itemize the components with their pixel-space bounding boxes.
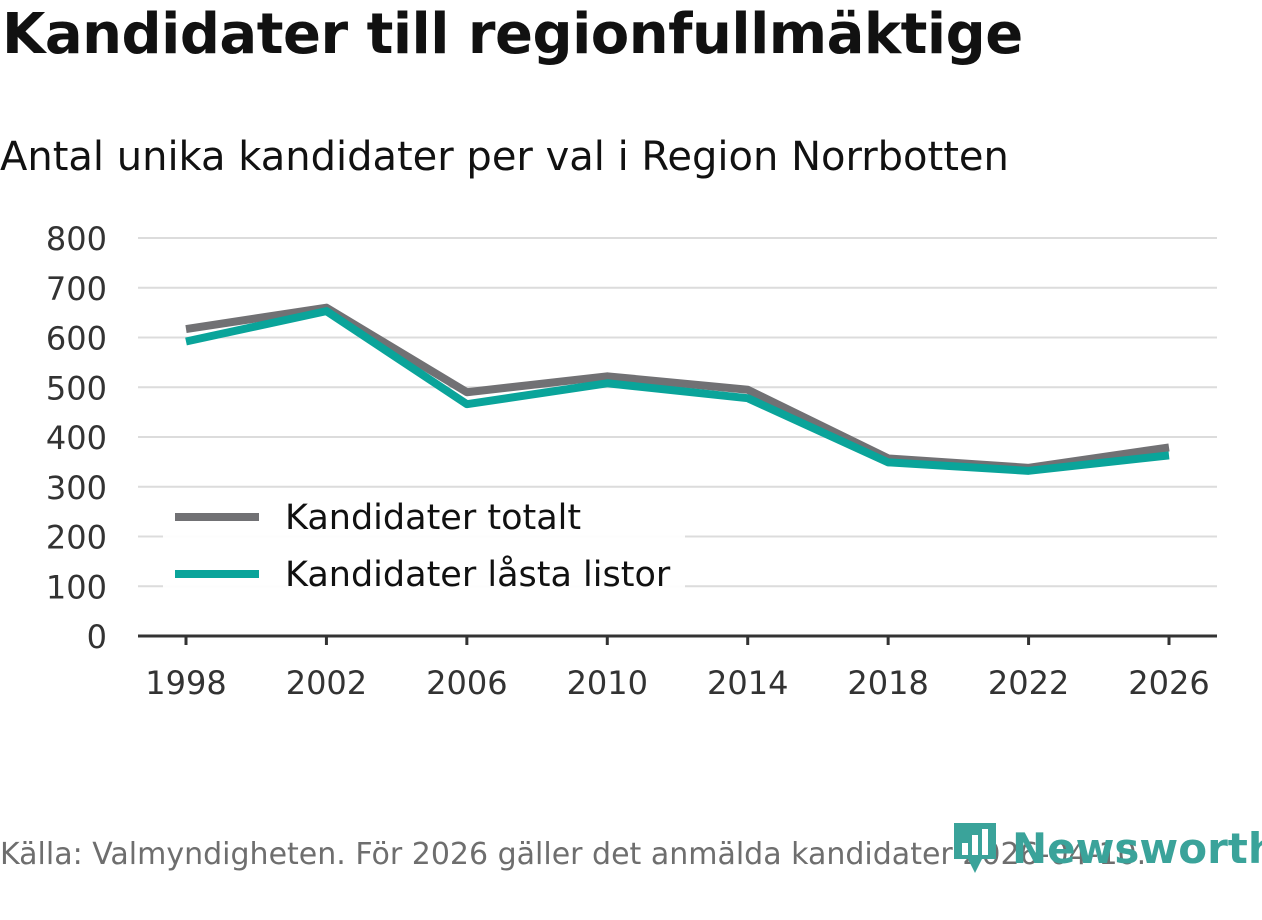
y-tick-label: 400 xyxy=(46,419,107,457)
legend-label: Kandidater totalt xyxy=(285,498,581,538)
y-tick-label: 600 xyxy=(46,320,107,358)
y-tick-label: 300 xyxy=(46,469,107,507)
x-tick-label: 2002 xyxy=(286,664,367,702)
x-tick-label: 2018 xyxy=(847,664,928,702)
y-tick-label: 100 xyxy=(46,568,107,606)
newsworthy-logo-icon xyxy=(954,823,996,873)
x-tick-label: 2026 xyxy=(1128,664,1209,702)
series-lines xyxy=(185,303,1170,475)
y-tick-label: 800 xyxy=(46,220,107,258)
x-tick-label: 2022 xyxy=(988,664,1069,702)
legend: Kandidater totalt Kandidater låsta listor xyxy=(163,488,685,600)
y-axis-ticks: 0 100 200 300 400 500 600 700 800 xyxy=(46,220,107,656)
chart-subtitle: Antal unika kandidater per val i Region … xyxy=(0,134,1009,180)
legend-box xyxy=(163,488,685,600)
y-tick-label: 200 xyxy=(46,519,107,557)
line-chart: 0 100 200 300 400 500 600 700 800 1998 2002 2006 20… xyxy=(46,220,1217,702)
chart-title: Kandidater till regionfullmäktige xyxy=(2,2,1023,67)
legend-label: Kandidater låsta listor xyxy=(285,554,671,595)
brand-logo[interactable]: Newsworthy xyxy=(950,818,1262,878)
brand-name: Newsworthy xyxy=(1012,823,1262,873)
series-line-lasta-listor xyxy=(185,307,1170,475)
x-axis-ticks: 1998 2002 2006 2010 2014 2018 2022 2026 xyxy=(145,636,1210,702)
x-tick-label: 2006 xyxy=(426,664,507,702)
y-tick-label: 500 xyxy=(46,369,107,407)
x-tick-label: 1998 xyxy=(145,664,226,702)
x-tick-label: 2014 xyxy=(707,664,788,702)
y-tick-label: 700 xyxy=(46,270,107,308)
y-tick-label: 0 xyxy=(87,618,107,656)
x-tick-label: 2010 xyxy=(567,664,648,702)
